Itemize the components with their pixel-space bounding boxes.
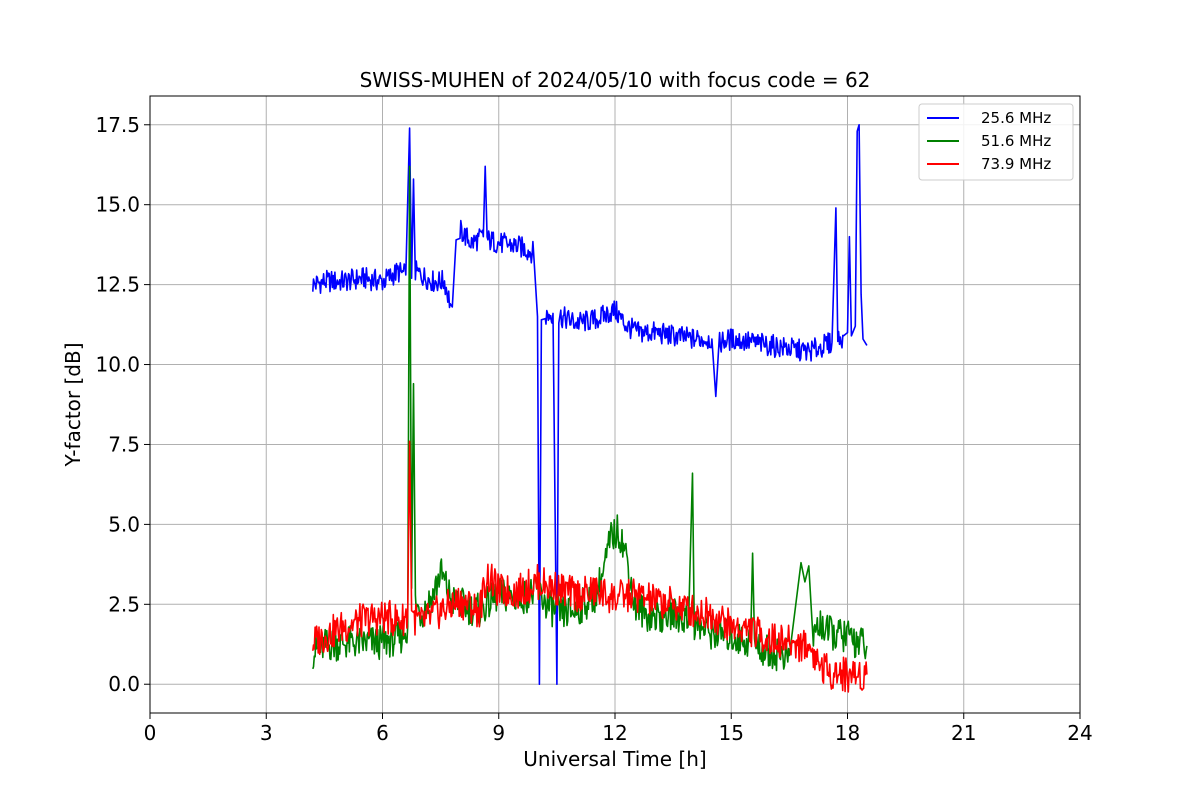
x-tick-label: 9 (492, 721, 505, 745)
legend-box (918, 103, 1074, 181)
x-axis-ticks: 0 3 6 9 12 15 18 21 24 (144, 713, 1093, 745)
x-tick-label: 21 (951, 721, 976, 745)
x-tick-label: 6 (376, 721, 389, 745)
x-axis-label: Universal Time [h] (523, 747, 706, 771)
y-tick-label: 2.5 (108, 592, 140, 616)
y-tick-label: 0.0 (108, 672, 140, 696)
y-tick-label: 12.5 (95, 273, 140, 297)
y-tick-label: 5.0 (108, 512, 140, 536)
chart-title: SWISS-MUHEN of 2024/05/10 with focus cod… (360, 68, 871, 92)
series-line-3 (312, 440, 868, 693)
y-tick-label: 7.5 (108, 432, 140, 456)
legend: 25.6 MHz 51.6 MHz 73.9 MHz (918, 103, 1074, 181)
x-tick-label: 0 (144, 721, 157, 745)
y-tick-label: 17.5 (95, 113, 140, 137)
x-tick-label: 18 (835, 721, 860, 745)
series-layer (312, 124, 868, 693)
y-tick-label: 10.0 (95, 353, 140, 377)
x-tick-label: 24 (1067, 721, 1092, 745)
series-line-2 (312, 165, 868, 672)
x-tick-label: 15 (719, 721, 744, 745)
y-tick-label: 15.0 (95, 193, 140, 217)
legend-label: 51.6 MHz (981, 132, 1051, 150)
legend-label: 73.9 MHz (981, 155, 1051, 173)
series-line-1 (312, 124, 868, 686)
x-tick-label: 12 (602, 721, 627, 745)
y-axis-ticks: 0.0 2.5 5.0 7.5 10.0 12.5 15.0 17.5 (95, 113, 150, 696)
legend-label: 25.6 MHz (981, 109, 1051, 127)
y-axis-label: Y-factor [dB] (61, 342, 85, 467)
x-tick-label: 3 (260, 721, 273, 745)
